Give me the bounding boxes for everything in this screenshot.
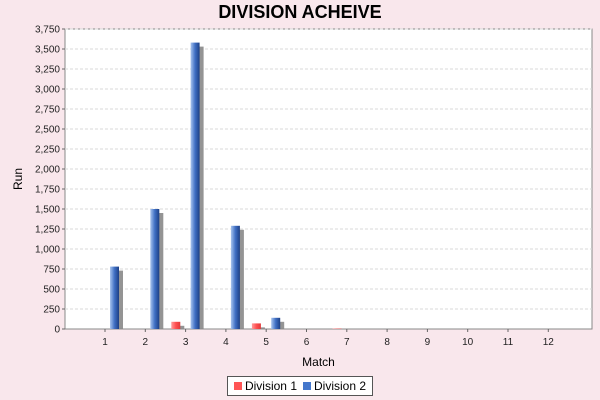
y-tick-label: 250 (43, 305, 60, 316)
legend-item-division-2: Division 2 (303, 379, 366, 393)
y-tick-label: 1,250 (35, 225, 60, 236)
y-tick-label: 0 (54, 325, 60, 336)
legend-item-division-1: Division 1 (233, 379, 297, 393)
bar-division-1 (171, 321, 181, 329)
bar-division-2 (110, 266, 119, 329)
y-axis-title: Run (11, 168, 25, 190)
y-axis-ticks: 0 250 500 750 1,000 1,250 1,500 1,750 2,000 2,250… (35, 25, 65, 336)
y-tick-label: 1,000 (35, 245, 60, 256)
bars (110, 42, 342, 329)
plot-area (64, 28, 593, 330)
y-tick-label: 2,750 (35, 105, 60, 116)
bar-division-1 (251, 323, 261, 329)
x-tick-label: 5 (263, 337, 269, 348)
legend-swatch-division-2 (303, 382, 311, 390)
bar-division-2 (230, 225, 240, 329)
x-axis-ticks: 1 2 3 4 5 6 7 8 9 10 11 12 (102, 329, 554, 348)
x-tick-label: 11 (503, 337, 514, 348)
y-tick-label: 2,500 (35, 125, 60, 136)
x-tick-label: 6 (304, 337, 310, 348)
x-tick-label: 7 (344, 337, 350, 348)
bar-division-2 (190, 42, 200, 329)
x-tick-label: 4 (223, 337, 229, 348)
x-axis-title: Match (302, 355, 335, 369)
legend-label-division-1: Division 1 (244, 379, 297, 393)
y-tick-label: 3,000 (35, 85, 60, 96)
y-tick-label: 2,000 (35, 165, 60, 176)
legend: Division 1 Division 2 (227, 376, 373, 396)
x-tick-label: 8 (384, 337, 390, 348)
x-tick-label: 2 (143, 337, 149, 348)
y-tick-label: 3,500 (35, 45, 60, 56)
y-tick-label: 3,250 (35, 65, 60, 76)
x-tick-label: 9 (425, 337, 431, 348)
legend-swatch-division-1 (233, 382, 242, 390)
bar-division-2 (271, 317, 281, 329)
x-tick-label: 1 (102, 337, 108, 348)
x-tick-label: 10 (462, 337, 474, 348)
y-tick-label: 1,500 (35, 205, 60, 216)
x-tick-label: 12 (543, 337, 555, 348)
y-tick-label: 500 (43, 285, 60, 296)
x-tick-label: 3 (183, 337, 189, 348)
y-tick-label: 750 (43, 265, 60, 276)
y-tick-label: 2,250 (35, 145, 60, 156)
legend-label-division-2: Division 2 (314, 379, 367, 393)
chart-title: DIVISION ACHEIVE (218, 2, 382, 22)
bar-division-2 (150, 209, 160, 329)
y-tick-label: 3,750 (35, 25, 60, 36)
y-tick-label: 1,750 (35, 185, 60, 196)
